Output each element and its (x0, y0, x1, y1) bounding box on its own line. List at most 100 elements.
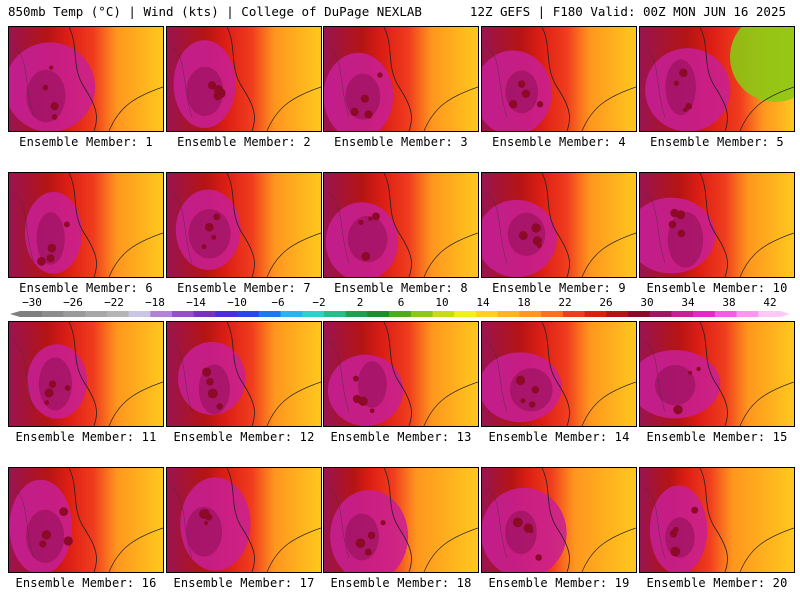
ensemble-map-panel-9 (481, 172, 637, 278)
ensemble-member-label: Ensemble Member: 1 (19, 135, 153, 149)
color-scale-tick-label: 14 (476, 296, 490, 309)
ensemble-map-panel-18 (323, 467, 479, 573)
color-scale-tick-label: 6 (397, 296, 405, 309)
ensemble-map-panel-15 (639, 321, 795, 427)
color-scale-swatch (671, 311, 694, 317)
color-scale-swatch (693, 311, 716, 317)
color-scale-swatch (345, 311, 368, 317)
ensemble-map-panel-12 (166, 321, 322, 427)
ensemble-map-panel-20 (639, 467, 795, 573)
color-scale-tick-labels: −30 −26 −22 −18 −14 −10 −6 −2 2 6 10 14 18 22 26 30 34 38… (10, 297, 790, 310)
color-scale-tick-label: 42 (763, 296, 777, 309)
color-scale-tick-label: 2 (356, 296, 364, 309)
ensemble-member-label: Ensemble Member: 20 (646, 576, 788, 590)
ensemble-map-panel-7 (166, 172, 322, 278)
ensemble-member-label: Ensemble Member: 14 (488, 430, 630, 444)
color-scale-swatch (63, 311, 86, 317)
color-scale-tick-label: 10 (435, 296, 449, 309)
color-scale-tick-label: −22 (104, 296, 124, 309)
ensemble-map-panel-6 (8, 172, 164, 278)
color-scale-tick-label: 30 (640, 296, 654, 309)
color-scale-max-arrow (780, 311, 790, 317)
color-scale-swatch (562, 311, 586, 317)
color-scale-swatch (324, 311, 347, 317)
ensemble-member-label: Ensemble Member: 4 (492, 135, 626, 149)
color-scale-swatch (20, 311, 43, 317)
color-scale-swatch (280, 311, 303, 317)
ensemble-map-panel-17 (166, 467, 322, 573)
ensemble-member-label: Ensemble Member: 15 (646, 430, 788, 444)
ensemble-map-panel-4 (481, 26, 637, 132)
header: 850mb Temp (°C) | Wind (kts) | College o… (0, 0, 800, 24)
color-scale-tick-label: −30 (22, 296, 42, 309)
color-scale-strip (10, 311, 790, 317)
color-scale-tick-label: −18 (145, 296, 165, 309)
color-scale-swatch (85, 311, 108, 317)
color-scale-swatch (736, 311, 759, 317)
ensemble-map-panel-3 (323, 26, 479, 132)
ensemble-map-panel-14 (481, 321, 637, 427)
ensemble-member-label: Ensemble Member: 10 (646, 281, 788, 295)
color-scale-tick-label: −2 (312, 296, 326, 309)
ensemble-member-label: Ensemble Member: 5 (650, 135, 784, 149)
color-scale-swatch (367, 311, 390, 317)
header-title-right: 12Z GEFS | F180 Valid: 00Z MON JUN 16 20… (469, 4, 786, 19)
color-scale-swatch (628, 311, 651, 317)
ensemble-map-panel-16 (8, 467, 164, 573)
color-scale-swatch (497, 311, 520, 317)
ensemble-member-label: Ensemble Member: 19 (488, 576, 630, 590)
color-scale-swatch (172, 311, 195, 317)
color-scale-swatch (128, 311, 151, 317)
color-scale-swatch (606, 311, 629, 317)
color-scale-tick-label: 34 (681, 296, 695, 309)
color-scale-swatch (584, 311, 607, 317)
ensemble-map-panel-1 (8, 26, 164, 132)
color-scale-swatch (410, 311, 434, 317)
color-scale-swatch (215, 311, 238, 317)
ensemble-member-label: Ensemble Member: 16 (15, 576, 157, 590)
color-scale-swatch (41, 311, 64, 317)
ensemble-member-label: Ensemble Member: 2 (177, 135, 311, 149)
color-scale-swatch (106, 311, 130, 317)
color-scale-swatch (454, 311, 477, 317)
color-scale-swatch (150, 311, 173, 317)
ensemble-map-panel-13 (323, 321, 479, 427)
color-scale-tick-label: −14 (186, 296, 206, 309)
color-scale-swatch (714, 311, 738, 317)
header-title-left: 850mb Temp (°C) | Wind (kts) | College o… (8, 4, 422, 19)
color-scale-tick-label: 22 (558, 296, 572, 309)
color-scale-tick-label: −26 (63, 296, 83, 309)
ensemble-map-panel-8 (323, 172, 479, 278)
color-scale-swatch (758, 311, 781, 317)
ensemble-member-label: Ensemble Member: 9 (492, 281, 626, 295)
color-scale-bar: −30 −26 −22 −18 −14 −10 −6 −2 2 6 10 14 18 22 26 30 34 38… (10, 297, 790, 319)
color-scale-tick-label: 26 (599, 296, 613, 309)
color-scale-swatch (519, 311, 542, 317)
color-scale-swatch (389, 311, 412, 317)
ensemble-member-label: Ensemble Member: 3 (334, 135, 468, 149)
ensemble-map-panel-2 (166, 26, 322, 132)
color-scale-swatch (237, 311, 260, 317)
ensemble-member-label: Ensemble Member: 6 (19, 281, 153, 295)
color-scale-swatch (258, 311, 282, 317)
ensemble-member-label: Ensemble Member: 11 (15, 430, 157, 444)
color-scale-swatch (541, 311, 564, 317)
ensemble-member-label: Ensemble Member: 13 (330, 430, 472, 444)
color-scale-tick-label: 18 (517, 296, 531, 309)
color-scale-tick-label: −10 (227, 296, 247, 309)
ensemble-member-label: Ensemble Member: 12 (173, 430, 315, 444)
ensemble-member-label: Ensemble Member: 17 (173, 576, 315, 590)
ensemble-map-panel-19 (481, 467, 637, 573)
ensemble-map-panel-10 (639, 172, 795, 278)
color-scale-tick-label: 38 (722, 296, 736, 309)
color-scale-tick-label: −6 (271, 296, 285, 309)
color-scale-swatch (193, 311, 216, 317)
ensemble-member-label: Ensemble Member: 8 (334, 281, 468, 295)
ensemble-member-label: Ensemble Member: 7 (177, 281, 311, 295)
color-scale-swatch (432, 311, 455, 317)
ensemble-map-panel-11 (8, 321, 164, 427)
color-scale-swatch (649, 311, 672, 317)
color-scale-swatch (302, 311, 325, 317)
color-scale-swatch (476, 311, 499, 317)
color-scale-min-arrow (10, 311, 20, 317)
